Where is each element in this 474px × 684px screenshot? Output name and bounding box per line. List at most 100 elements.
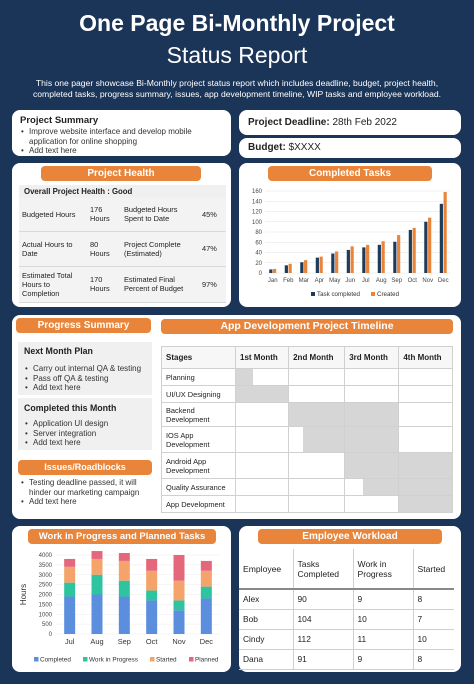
next-month-item: Carry out internal QA & testing bbox=[24, 364, 150, 374]
budget-line: Budget: $XXXX bbox=[248, 142, 321, 153]
table-row: Alex 90 9 8 bbox=[239, 589, 454, 610]
bar bbox=[424, 221, 428, 273]
workload-cell: 91 bbox=[292, 649, 353, 670]
project-summary-title: Project Summary bbox=[20, 115, 99, 126]
progress-summary-title: Progress Summary bbox=[16, 318, 151, 333]
budget-value: $XXXX bbox=[288, 142, 321, 153]
legend-label: Planned bbox=[195, 657, 219, 664]
workload-header: Tasks Completed bbox=[292, 549, 353, 590]
timeline-cell bbox=[234, 385, 290, 403]
bar-segment bbox=[173, 555, 185, 581]
timeline-cell bbox=[288, 452, 346, 479]
legend-label: Task completed bbox=[317, 291, 361, 298]
workload-cell: 9 bbox=[352, 589, 413, 610]
bar-segment bbox=[173, 580, 185, 601]
table-row: Cindy 112 11 10 bbox=[239, 629, 454, 650]
timeline-header: Stages bbox=[161, 346, 236, 369]
timeline-stage: Backend Development bbox=[161, 402, 236, 427]
legend-label: Completed bbox=[40, 657, 71, 664]
workload-cell: Bob bbox=[239, 609, 293, 630]
bar-segment bbox=[91, 574, 103, 595]
page-header: One Page Bi-Monthly Project Status Repor… bbox=[0, 0, 474, 106]
deadline-value: 28th Feb 2022 bbox=[332, 117, 397, 128]
bar bbox=[304, 260, 308, 273]
legend-swatch bbox=[311, 292, 315, 296]
completed-tasks-title: Completed Tasks bbox=[268, 166, 432, 181]
budget-label: Budget: bbox=[248, 142, 286, 153]
workload-cell: 8 bbox=[412, 589, 454, 610]
bar bbox=[377, 244, 381, 273]
issues-title: Issues/Roadblocks bbox=[18, 460, 152, 475]
timeline-cell bbox=[344, 478, 400, 496]
this-month-item: Server integration bbox=[24, 429, 150, 439]
legend-swatch bbox=[34, 657, 39, 662]
workload-cell: 8 bbox=[412, 649, 454, 670]
timeline-cell bbox=[398, 385, 453, 403]
this-month-item: Application UI design bbox=[24, 419, 150, 429]
bar-segment bbox=[118, 560, 130, 581]
timeline-cell bbox=[288, 426, 346, 453]
workload-header: Work in Progress bbox=[352, 549, 413, 590]
issues-list: Testing deadline passed, it will hinder … bbox=[20, 478, 154, 507]
project-summary-list: Improve website interface and develop mo… bbox=[20, 127, 225, 156]
timeline-stage: IOS App Development bbox=[161, 426, 236, 453]
timeline-cell bbox=[288, 385, 346, 403]
x-tick-label: Sep bbox=[391, 278, 402, 284]
bar-segment bbox=[200, 560, 212, 571]
timeline-cell bbox=[398, 478, 453, 496]
timeline-cell bbox=[398, 495, 453, 513]
y-axis-label: Hours bbox=[19, 584, 28, 605]
y-tick-label: 2000 bbox=[39, 593, 53, 599]
bar bbox=[408, 229, 412, 273]
y-tick-label: 2500 bbox=[39, 583, 53, 589]
ph-cell: 97% bbox=[199, 266, 226, 303]
workload-title: Employee Workload bbox=[258, 529, 442, 544]
workload-table: Employee Tasks Completed Work in Progres… bbox=[239, 549, 454, 670]
y-tick-label: 3500 bbox=[39, 563, 53, 569]
y-tick-label: 120 bbox=[252, 210, 263, 216]
y-tick-label: 1000 bbox=[39, 612, 53, 618]
timeline-header: 3rd Month bbox=[344, 346, 400, 369]
x-tick-label: Oct bbox=[146, 637, 158, 646]
completed-tasks-chart: 0 20 40 60 80 100 120 140 160 Jan Feb Mar Apr May Jun J… bbox=[252, 189, 451, 298]
page-subtitle: This one pager showcase Bi-Monthly proje… bbox=[32, 78, 442, 99]
timeline-cell bbox=[344, 385, 400, 403]
ph-cell: 45% bbox=[199, 198, 226, 232]
x-tick-label: Dec bbox=[438, 278, 449, 284]
project-health-table: Budgeted Hours 176 Hours Budgeted Hours … bbox=[19, 198, 226, 303]
bar-segment bbox=[118, 580, 130, 597]
timeline-cell bbox=[398, 452, 453, 479]
legend-swatch bbox=[150, 657, 155, 662]
timeline-cell bbox=[344, 426, 400, 453]
ph-cell: 170 Hours bbox=[87, 266, 121, 303]
bar-segment bbox=[173, 610, 185, 634]
timeline-cell bbox=[398, 426, 453, 453]
x-tick-label: Jun bbox=[345, 278, 355, 284]
deadline-card: Project Deadline: 28th Feb 2022 bbox=[239, 110, 461, 135]
timeline-cell bbox=[288, 402, 346, 427]
timeline-stage: App Development bbox=[161, 495, 236, 513]
table-row: Dana 91 9 8 bbox=[239, 649, 454, 670]
ph-cell: Estimated Final Percent of Budget bbox=[121, 266, 199, 303]
x-tick-label: Oct bbox=[408, 278, 418, 284]
next-month-box: Next Month Plan Carry out internal QA & … bbox=[18, 342, 152, 395]
x-tick-label: Jan bbox=[268, 278, 278, 284]
bar-segment bbox=[146, 590, 158, 601]
x-tick-label: May bbox=[329, 278, 340, 284]
bar-segment bbox=[200, 598, 212, 634]
timeline-cell bbox=[234, 402, 290, 427]
timeline-cell bbox=[288, 495, 346, 513]
bar bbox=[393, 241, 397, 273]
workload-cell: Dana bbox=[239, 649, 293, 670]
bar bbox=[315, 257, 319, 273]
project-summary-item: Add text here bbox=[20, 146, 225, 156]
bar bbox=[381, 241, 385, 273]
table-row: Bob 104 10 7 bbox=[239, 609, 454, 630]
timeline-cell bbox=[234, 495, 290, 513]
bar-segment bbox=[146, 558, 158, 571]
timeline-cell bbox=[288, 368, 346, 386]
ph-cell: Budgeted Hours bbox=[19, 198, 87, 232]
workload-cell: 10 bbox=[412, 629, 454, 650]
timeline-stage: Quality Assurance bbox=[161, 478, 236, 496]
page-title-line1: One Page Bi-Monthly Project bbox=[79, 10, 395, 36]
